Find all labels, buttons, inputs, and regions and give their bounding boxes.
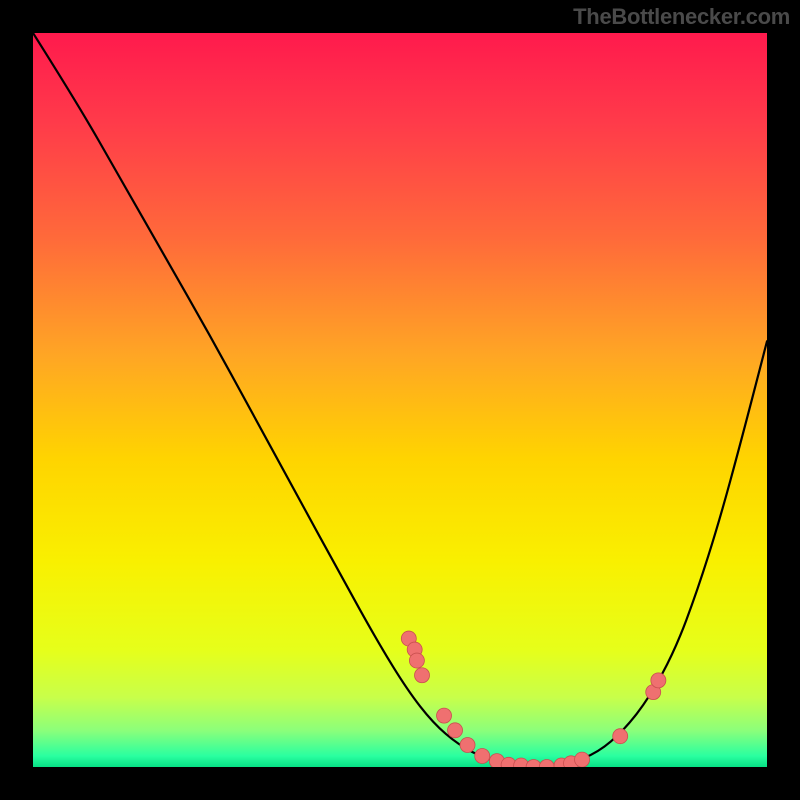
- data-marker: [448, 723, 463, 738]
- data-marker: [651, 673, 666, 688]
- gradient-background: [33, 33, 767, 767]
- data-marker: [437, 708, 452, 723]
- watermark-label: TheBottlenecker.com: [573, 4, 790, 30]
- data-marker: [415, 668, 430, 683]
- data-marker: [475, 748, 490, 763]
- plot-svg: [33, 33, 767, 767]
- data-marker: [409, 653, 424, 668]
- data-marker: [613, 729, 628, 744]
- data-marker: [575, 752, 590, 767]
- data-marker: [460, 737, 475, 752]
- plot-area: [33, 33, 767, 767]
- chart-container: TheBottlenecker.com: [0, 0, 800, 800]
